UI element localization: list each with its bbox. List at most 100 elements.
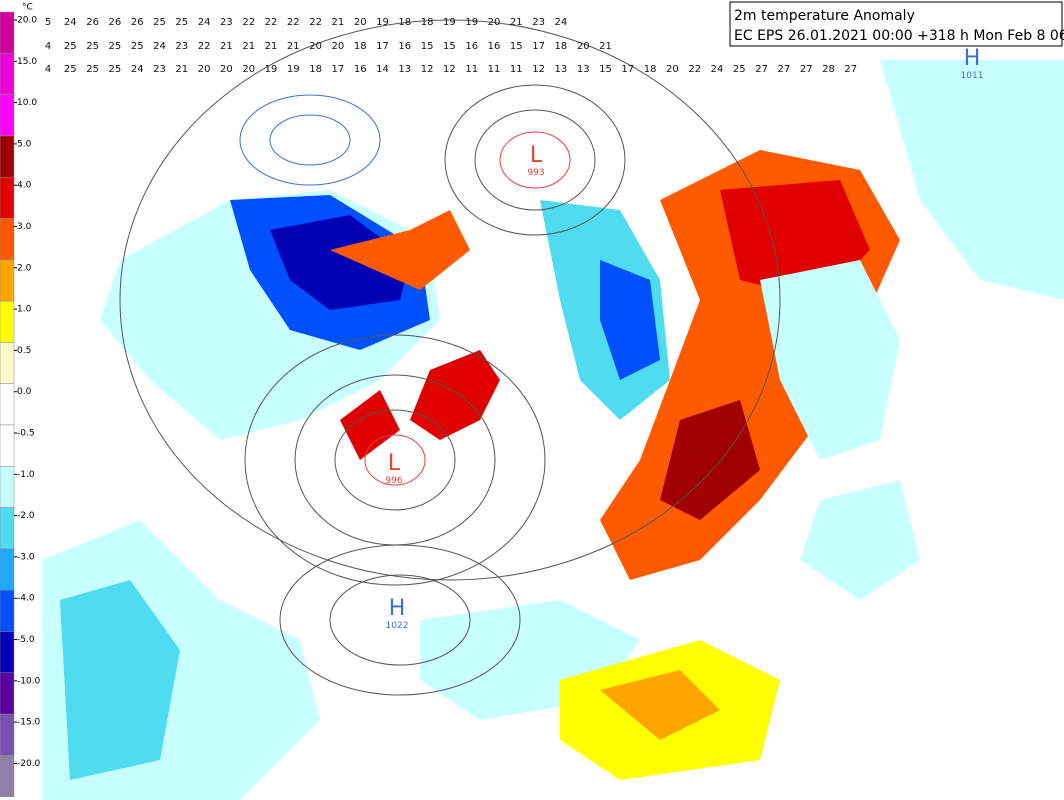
grid-value: 11 xyxy=(488,64,501,75)
grid-value: 12 xyxy=(421,64,434,75)
grid-value: 27 xyxy=(844,64,857,75)
grid-value: 19 xyxy=(443,17,456,28)
grid-value: 18 xyxy=(354,41,367,52)
legend-swatch xyxy=(0,383,15,426)
pressure-symbol: L xyxy=(388,451,401,476)
grid-value: 20 xyxy=(666,64,679,75)
grid-value: 25 xyxy=(131,41,144,52)
pressure-value: 1022 xyxy=(386,621,409,631)
grid-value: 20 xyxy=(488,17,501,28)
legend-label: 3.0 xyxy=(17,222,32,232)
legend-swatch xyxy=(0,672,15,715)
legend-label: -1.0 xyxy=(17,470,35,480)
legend-swatch xyxy=(0,11,15,54)
grid-value: 21 xyxy=(332,17,345,28)
grid-value: 25 xyxy=(86,64,99,75)
grid-value: 27 xyxy=(755,64,768,75)
legend-swatch xyxy=(0,176,15,219)
legend-swatch xyxy=(0,259,15,302)
grid-value: 18 xyxy=(421,17,434,28)
grid-value: 15 xyxy=(421,41,434,52)
grid-value: 22 xyxy=(242,17,255,28)
legend-swatch xyxy=(0,466,15,508)
grid-value: 19 xyxy=(265,64,278,75)
legend-label: -15.0 xyxy=(17,718,41,728)
legend-label: -5.0 xyxy=(17,635,35,645)
grid-value: 21 xyxy=(510,17,523,28)
title-box: 2m temperature Anomaly EC EPS 26.01.2021… xyxy=(729,1,1064,47)
legend-swatch xyxy=(0,548,15,591)
grid-value: 16 xyxy=(398,41,411,52)
grid-value: 11 xyxy=(510,64,523,75)
legend-swatch xyxy=(0,713,15,756)
grid-value: 27 xyxy=(800,64,813,75)
legend-label: 1.0 xyxy=(17,305,32,315)
legend-label: 20.0 xyxy=(17,16,37,26)
grid-value: 25 xyxy=(733,64,746,75)
pressure-symbol: H xyxy=(389,596,406,621)
legend-label: 0.0 xyxy=(17,387,32,397)
legend-swatch xyxy=(0,300,15,343)
grid-value: 24 xyxy=(711,64,724,75)
grid-value: 22 xyxy=(309,17,322,28)
grid-value: 24 xyxy=(64,17,77,28)
isobars xyxy=(119,19,781,696)
grid-value: 23 xyxy=(175,41,188,52)
grid-value: 16 xyxy=(465,41,478,52)
grid-value: 16 xyxy=(354,64,367,75)
grid-value: 25 xyxy=(64,64,77,75)
grid-value: 13 xyxy=(555,64,568,75)
grid-value: 26 xyxy=(131,17,144,28)
legend-swatch xyxy=(0,507,15,550)
grid-value: 22 xyxy=(287,17,300,28)
grid-value: 24 xyxy=(131,64,144,75)
grid-value: 18 xyxy=(398,17,411,28)
legend-label: 0.5 xyxy=(17,346,31,356)
legend-label: 4.0 xyxy=(17,181,32,191)
grid-value: 15 xyxy=(599,64,612,75)
grid-value: 25 xyxy=(64,41,77,52)
grid-value: 22 xyxy=(688,64,701,75)
grid-value: 20 xyxy=(242,64,255,75)
grid-value: 13 xyxy=(577,64,590,75)
grid-value: 17 xyxy=(376,41,389,52)
grid-value: 17 xyxy=(532,41,545,52)
grid-value: 20 xyxy=(198,64,211,75)
grid-value: 17 xyxy=(332,64,345,75)
grid-value: 25 xyxy=(86,41,99,52)
grid-value: 21 xyxy=(242,41,255,52)
pressure-symbol: H xyxy=(964,46,981,71)
legend-label: 5.0 xyxy=(17,139,32,149)
legend-label: -3.0 xyxy=(17,552,35,562)
legend: °C 20.0 15.0 10.0 5.0 4.0 3.0 2.0 1.0 0.5 0.0 -0.5… xyxy=(0,0,42,800)
legend-swatch xyxy=(0,589,15,632)
legend-label: -20.0 xyxy=(17,759,41,769)
grid-value: 20 xyxy=(309,41,322,52)
grid-value: 11 xyxy=(465,64,478,75)
grid-value: 24 xyxy=(153,41,166,52)
legend-swatch xyxy=(0,135,15,178)
grid-value: 21 xyxy=(175,64,188,75)
legend-label: -4.0 xyxy=(17,594,35,604)
pressure-value: 996 xyxy=(385,476,402,486)
grid-value: 5 xyxy=(45,17,51,28)
grid-value: 12 xyxy=(532,64,545,75)
grid-value: 16 xyxy=(488,41,501,52)
legend-swatch xyxy=(0,631,15,674)
title-frame xyxy=(729,1,1063,47)
grid-value: 27 xyxy=(778,64,791,75)
grid-value: 24 xyxy=(198,17,211,28)
value-grid: 5 24 26 26 26 25 25 24 23 22 22 22 22 21 20 19 18 18 19 19 2… xyxy=(45,17,857,75)
grid-value: 18 xyxy=(644,64,657,75)
grid-value: 22 xyxy=(265,17,278,28)
legend-swatch xyxy=(0,342,15,384)
grid-value: 20 xyxy=(220,64,233,75)
grid-value: 15 xyxy=(510,41,523,52)
grid-value: 14 xyxy=(376,64,389,75)
grid-value: 25 xyxy=(153,17,166,28)
grid-value: 21 xyxy=(287,41,300,52)
anomaly-field xyxy=(42,60,1064,800)
